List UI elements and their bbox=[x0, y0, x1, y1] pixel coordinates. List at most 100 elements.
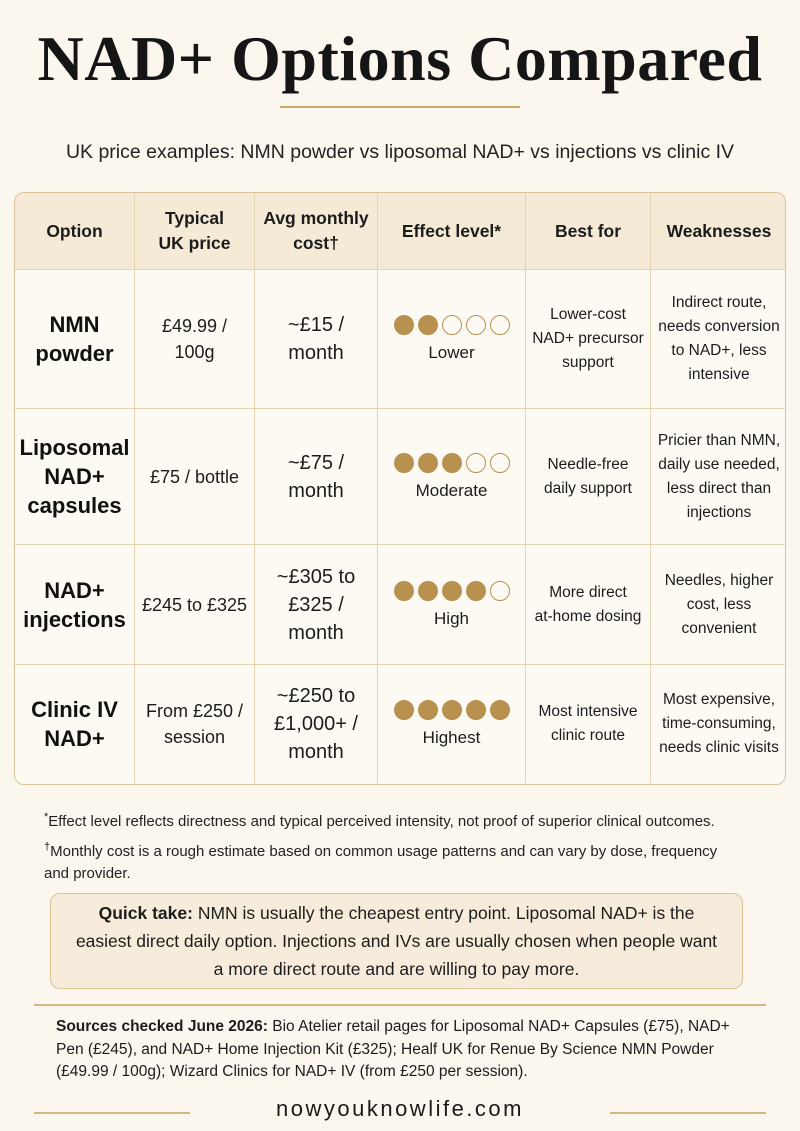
weaknesses: Pricier than NMN, daily use needed, less d… bbox=[657, 431, 781, 521]
effect-label: High bbox=[434, 608, 469, 628]
header-option-label: Option bbox=[46, 220, 103, 241]
option-name-cell: NMN powder bbox=[15, 270, 135, 409]
empty-dot-icon bbox=[489, 452, 510, 473]
filled-dot-icon bbox=[441, 452, 462, 473]
effect-level-cell: Moderate bbox=[378, 409, 526, 545]
filled-dot-icon bbox=[441, 580, 462, 601]
option-name-cell: Clinic IV NAD+ bbox=[15, 665, 135, 783]
typical-price: £245 to £325 bbox=[141, 594, 248, 615]
empty-dot-icon bbox=[465, 452, 486, 473]
header-price-label: Typical UK price bbox=[158, 208, 231, 253]
header-weak: Weaknesses bbox=[651, 193, 785, 270]
option-name-cell: Liposomal NAD+ capsules bbox=[15, 409, 135, 545]
header-effect: Effect level* bbox=[378, 193, 526, 270]
effect-level-cell: Highest bbox=[378, 665, 526, 783]
header-cost-label: Avg monthly cost† bbox=[263, 208, 369, 253]
effect-dots bbox=[393, 315, 510, 335]
header-option: Option bbox=[15, 193, 135, 270]
header-weak-label: Weaknesses bbox=[666, 220, 772, 241]
typical-price-cell: £49.99 / 100g bbox=[135, 270, 255, 409]
effect-level-cell: Lower bbox=[378, 270, 526, 409]
monthly-cost-cell: ~£250 to £1,000+ / month bbox=[255, 665, 378, 783]
option-name-cell: NAD+ injections bbox=[15, 545, 135, 665]
quick-take-box: Quick take: NMN is usually the cheapest … bbox=[50, 893, 743, 989]
best-for: Needle-free daily support bbox=[544, 455, 632, 497]
best-for-cell: More direct at-home dosing bbox=[526, 545, 651, 665]
typical-price: £49.99 / 100g bbox=[161, 316, 228, 362]
effect-level-cell: High bbox=[378, 545, 526, 665]
filled-dot-icon bbox=[417, 452, 438, 473]
quick-take-content: Quick take: NMN is usually the cheapest … bbox=[75, 899, 718, 983]
footer-line-right bbox=[610, 1112, 766, 1114]
weaknesses-cell: Indirect route, needs conversion to NAD+, … bbox=[651, 270, 785, 409]
typical-price-cell: From £250 /session bbox=[135, 665, 255, 783]
weaknesses-cell: Pricier than NMN, daily use needed, less d… bbox=[651, 409, 785, 545]
best-for-cell: Lower-cost NAD+ precursor support bbox=[526, 270, 651, 409]
filled-dot-icon bbox=[489, 700, 510, 720]
option-name: Clinic IV NAD+ bbox=[31, 697, 118, 751]
weaknesses: Needles, higher cost, less convenient bbox=[664, 571, 774, 637]
effect-dots bbox=[393, 452, 510, 473]
filled-dot-icon bbox=[465, 580, 486, 601]
option-name: NMN powder bbox=[35, 312, 114, 366]
weaknesses-cell: Needles, higher cost, less convenient bbox=[651, 545, 785, 665]
weaknesses: Indirect route, needs conversion to NAD+, … bbox=[658, 294, 780, 383]
footnote-effect-text: Effect level reflects directness and typ… bbox=[48, 813, 715, 830]
effect-label: Lower bbox=[428, 343, 475, 362]
sources-label: Sources checked June 2026: bbox=[56, 1018, 268, 1035]
sources-block: Sources checked June 2026: Bio Atelier r… bbox=[56, 1016, 756, 1084]
sources-text: Bio Atelier retail pages for Liposomal N… bbox=[56, 1018, 730, 1080]
header-price: Typical UK price bbox=[135, 193, 255, 270]
filled-dot-icon bbox=[393, 315, 414, 335]
header-cost: Avg monthly cost† bbox=[255, 193, 378, 270]
filled-dot-icon bbox=[417, 315, 438, 335]
website-url[interactable]: nowyouknowlife.com bbox=[276, 1096, 524, 1121]
title-divider bbox=[280, 106, 520, 108]
effect-label: Moderate bbox=[415, 480, 488, 500]
filled-dot-icon bbox=[417, 700, 438, 720]
best-for: Lower-cost NAD+ precursor support bbox=[532, 306, 644, 371]
empty-dot-icon bbox=[441, 315, 462, 335]
page-subtitle: UK price examples: NMN powder vs liposom… bbox=[65, 141, 735, 163]
footer-line-left bbox=[34, 1112, 190, 1114]
option-name: Liposomal NAD+ capsules bbox=[19, 435, 130, 518]
filled-dot-icon bbox=[393, 452, 414, 473]
weaknesses: Most expensive, time-consuming, needs clin… bbox=[659, 691, 779, 756]
footnote-cost-mark: † bbox=[44, 841, 51, 853]
weaknesses-cell: Most expensive, time-consuming, needs clin… bbox=[651, 665, 785, 783]
option-name: NAD+ injections bbox=[23, 577, 126, 632]
footnote-cost-text: Monthly cost is a rough estimate based o… bbox=[44, 843, 718, 882]
typical-price: From £250 /session bbox=[145, 701, 244, 747]
quick-take-label: Quick take: bbox=[98, 903, 193, 923]
header-best-label: Best for bbox=[554, 220, 622, 241]
footnote-effect: *Effect level reflects directness and ty… bbox=[44, 806, 715, 833]
page-title: NAD+ Options Compared bbox=[37, 23, 763, 94]
monthly-cost: ~£250 to £1,000+ / month bbox=[274, 685, 358, 763]
filled-dot-icon bbox=[393, 700, 414, 720]
header-effect-label: Effect level* bbox=[401, 220, 502, 241]
empty-dot-icon bbox=[489, 580, 510, 601]
monthly-cost: ~£305 to £325 /month bbox=[276, 565, 356, 644]
filled-dot-icon bbox=[393, 580, 414, 601]
effect-dots bbox=[393, 700, 510, 720]
header-best: Best for bbox=[526, 193, 651, 270]
typical-price: £75 / bottle bbox=[149, 466, 240, 487]
monthly-cost: ~£15 /month bbox=[287, 314, 345, 364]
quick-take-text: NMN is usually the cheapest entry point.… bbox=[75, 903, 718, 979]
typical-price-cell: £245 to £325 bbox=[135, 545, 255, 665]
footnote-cost: †Monthly cost is a rough estimate based … bbox=[44, 836, 734, 885]
filled-dot-icon bbox=[441, 700, 462, 720]
typical-price-cell: £75 / bottle bbox=[135, 409, 255, 545]
comparison-table: Option Typical UK price Avg monthly cost† … bbox=[14, 192, 786, 785]
best-for: Most intensive clinic route bbox=[538, 703, 638, 744]
empty-dot-icon bbox=[465, 315, 486, 335]
best-for-cell: Needle-free daily support bbox=[526, 409, 651, 545]
effect-label: Highest bbox=[422, 728, 481, 747]
comparison-grid: Option Typical UK price Avg monthly cost† … bbox=[15, 193, 785, 784]
sources-divider bbox=[34, 1004, 766, 1006]
monthly-cost-cell: ~£75 /month bbox=[255, 409, 378, 545]
monthly-cost-cell: ~£15 /month bbox=[255, 270, 378, 409]
monthly-cost-cell: ~£305 to £325 /month bbox=[255, 545, 378, 665]
monthly-cost: ~£75 /month bbox=[287, 451, 345, 502]
best-for: More direct at-home dosing bbox=[534, 583, 642, 625]
